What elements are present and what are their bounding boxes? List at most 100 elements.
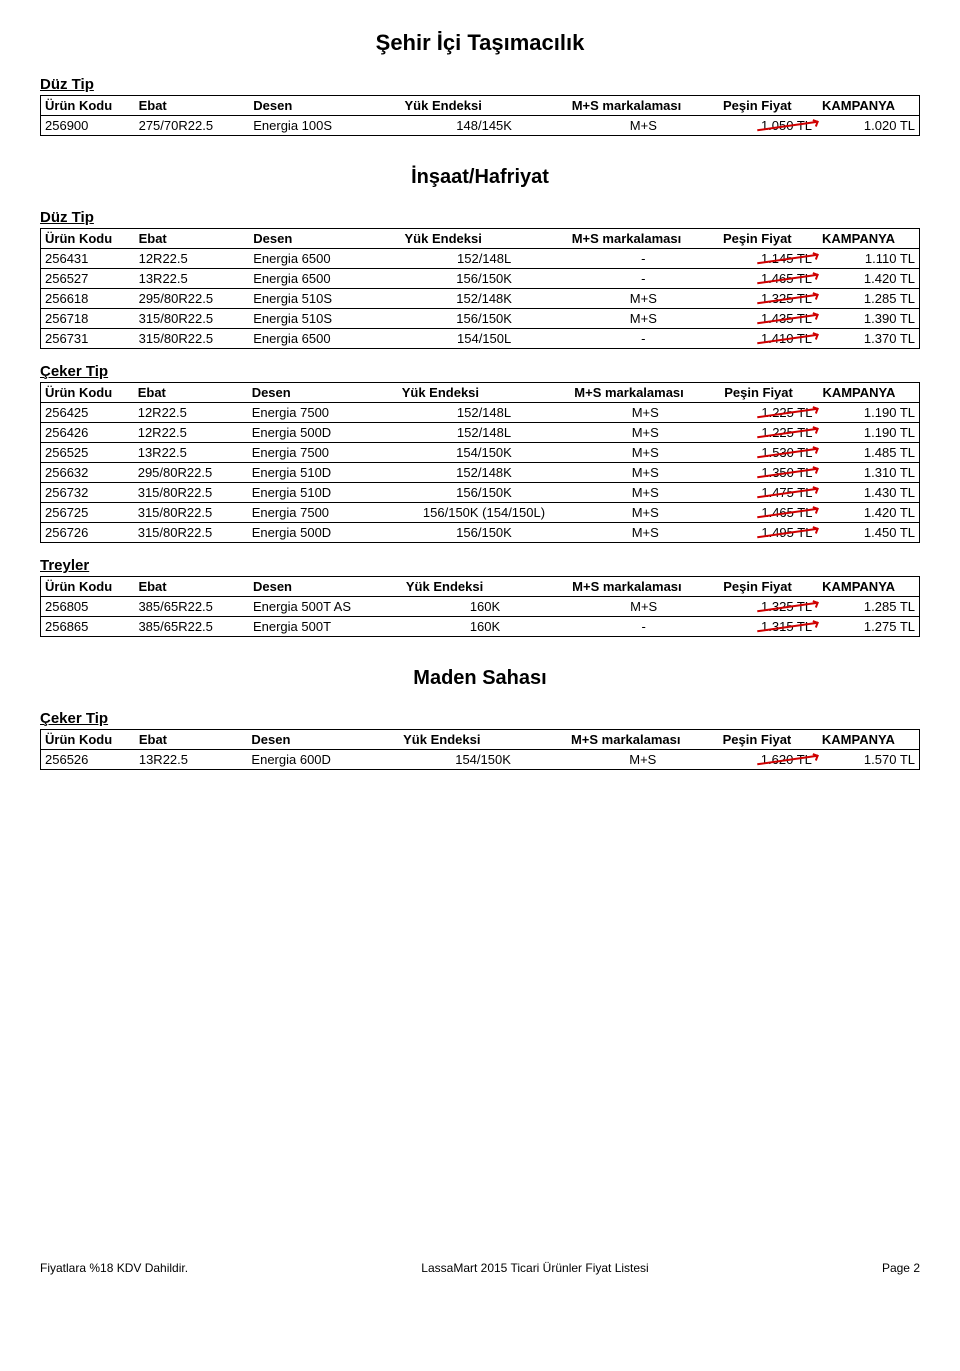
- price-table: Ürün KoduEbatDesenYük EndeksiM+S markala…: [40, 729, 920, 770]
- section-title-insaat: İnşaat/Hafriyat: [40, 166, 920, 189]
- table-row: 256632295/80R22.5Energia 510D152/148KM+S…: [41, 463, 920, 483]
- table-row: 256618295/80R22.5Energia 510S152/148KM+S…: [41, 289, 920, 309]
- cell-yuk: 156/150K: [398, 483, 571, 503]
- cell-pf: 1.315 TL: [719, 617, 818, 637]
- cell-pf: 1.435 TL: [719, 309, 818, 329]
- cell-pf: 1.350 TL: [720, 463, 818, 483]
- cell-pf: 1.410 TL: [719, 329, 818, 349]
- cell-urun: 256431: [41, 249, 135, 269]
- cell-ms: M+S: [570, 483, 720, 503]
- table-row: 256725315/80R22.5Energia 7500156/150K (1…: [41, 503, 920, 523]
- cell-kamp: 1.275 TL: [818, 617, 919, 637]
- cell-desen: Energia 500T AS: [249, 597, 402, 617]
- cell-kamp: 1.190 TL: [818, 403, 919, 423]
- cell-desen: Energia 510S: [249, 289, 400, 309]
- cell-pf: 1.495 TL: [720, 523, 818, 543]
- price-table: Ürün KoduEbatDesenYük EndeksiM+S markala…: [40, 576, 920, 637]
- cell-yuk: 152/148L: [398, 403, 571, 423]
- table-row: 256726315/80R22.5Energia 500D156/150KM+S…: [41, 523, 920, 543]
- cell-ms: -: [568, 329, 719, 349]
- section-title-sehir: Şehir İçi Taşımacılık: [40, 30, 920, 56]
- cell-ebat: 275/70R22.5: [135, 116, 250, 136]
- strike-price: 1.530 TL: [761, 445, 814, 460]
- cell-urun: 256718: [41, 309, 135, 329]
- header-kamp: KAMPANYA: [818, 577, 919, 597]
- cell-pf: 1.145 TL: [719, 249, 818, 269]
- cell-ebat: 13R22.5: [134, 443, 248, 463]
- header-ms: M+S markalaması: [567, 730, 719, 750]
- header-pf: Peşin Fiyat: [719, 577, 818, 597]
- strike-price: 1.410 TL: [761, 331, 814, 346]
- cell-kamp: 1.390 TL: [818, 309, 919, 329]
- header-yuk: Yük Endeksi: [399, 730, 567, 750]
- cell-urun: 256425: [41, 403, 134, 423]
- cell-kamp: 1.310 TL: [818, 463, 919, 483]
- strike-price: 1.350 TL: [761, 465, 814, 480]
- cell-urun: 256426: [41, 423, 134, 443]
- table-header-row: Ürün KoduEbatDesenYük EndeksiM+S markala…: [41, 383, 920, 403]
- page-container: Şehir İçi TaşımacılıkDüz TipÜrün KoduEba…: [20, 0, 940, 1290]
- table-row: 256731315/80R22.5Energia 6500154/150L-1.…: [41, 329, 920, 349]
- cell-ebat: 315/80R22.5: [135, 329, 250, 349]
- header-pf: Peşin Fiyat: [719, 96, 818, 116]
- cell-kamp: 1.485 TL: [818, 443, 919, 463]
- cell-yuk: 160K: [402, 597, 568, 617]
- cell-pf: 1.620 TL: [719, 750, 818, 770]
- cell-desen: Energia 6500: [249, 329, 400, 349]
- header-ebat: Ebat: [134, 383, 248, 403]
- table-row: 25643112R22.5Energia 6500152/148L-1.145 …: [41, 249, 920, 269]
- strike-price: 1.325 TL: [761, 291, 814, 306]
- header-ebat: Ebat: [135, 229, 250, 249]
- header-desen: Desen: [247, 730, 399, 750]
- table-row: 25652713R22.5Energia 6500156/150K-1.465 …: [41, 269, 920, 289]
- cell-kamp: 1.285 TL: [818, 597, 919, 617]
- cell-pf: 1.530 TL: [720, 443, 818, 463]
- cell-ms: M+S: [568, 116, 719, 136]
- cell-urun: 256526: [41, 750, 135, 770]
- strike-price: 1.495 TL: [761, 525, 814, 540]
- header-desen: Desen: [249, 96, 400, 116]
- cell-urun: 256731: [41, 329, 135, 349]
- table-header-row: Ürün KoduEbatDesenYük EndeksiM+S markala…: [41, 730, 920, 750]
- header-yuk: Yük Endeksi: [401, 229, 568, 249]
- cell-urun: 256725: [41, 503, 134, 523]
- footer-left: Fiyatlara %18 KDV Dahildir.: [40, 1261, 188, 1275]
- page-footer: Fiyatlara %18 KDV Dahildir. LassaMart 20…: [40, 1261, 920, 1275]
- cell-ebat: 315/80R22.5: [134, 523, 248, 543]
- header-urun: Ürün Kodu: [41, 730, 135, 750]
- header-ebat: Ebat: [135, 730, 248, 750]
- strike-price: 1.145 TL: [761, 251, 814, 266]
- price-table: Ürün KoduEbatDesenYük EndeksiM+S markala…: [40, 228, 920, 349]
- cell-ebat: 385/65R22.5: [134, 597, 249, 617]
- table-header-row: Ürün KoduEbatDesenYük EndeksiM+S markala…: [41, 96, 920, 116]
- strike-price: 1.315 TL: [761, 619, 814, 634]
- strike-price: 1.435 TL: [761, 311, 814, 326]
- cell-kamp: 1.420 TL: [818, 269, 919, 289]
- header-kamp: KAMPANYA: [818, 383, 919, 403]
- table-row: 25642612R22.5Energia 500D152/148LM+S1.22…: [41, 423, 920, 443]
- strike-price: 1.225 TL: [761, 425, 814, 440]
- strike-price: 1.475 TL: [761, 485, 814, 500]
- strike-price: 1.465 TL: [761, 271, 814, 286]
- header-ms: M+S markalaması: [570, 383, 720, 403]
- table-row: 25652613R22.5Energia 600D154/150KM+S1.62…: [41, 750, 920, 770]
- strike-price: 1.465 TL: [761, 505, 814, 520]
- cell-urun: 256527: [41, 269, 135, 289]
- cell-kamp: 1.570 TL: [818, 750, 920, 770]
- table-row: 25642512R22.5Energia 7500152/148LM+S1.22…: [41, 403, 920, 423]
- cell-desen: Energia 500T: [249, 617, 402, 637]
- cell-pf: 1.225 TL: [720, 403, 818, 423]
- cell-desen: Energia 7500: [248, 403, 398, 423]
- cell-ebat: 315/80R22.5: [135, 309, 250, 329]
- cell-desen: Energia 510D: [248, 483, 398, 503]
- header-ms: M+S markalaması: [568, 229, 719, 249]
- strike-price: 1.620 TL: [761, 752, 814, 767]
- table-row: 256732315/80R22.5Energia 510D156/150KM+S…: [41, 483, 920, 503]
- group-label-duz: Düz Tip: [40, 76, 920, 93]
- cell-yuk: 156/150K (154/150L): [398, 503, 571, 523]
- header-urun: Ürün Kodu: [41, 577, 135, 597]
- group-label-ceker: Çeker Tip: [40, 710, 920, 727]
- cell-yuk: 148/145K: [401, 116, 568, 136]
- cell-ms: M+S: [570, 403, 720, 423]
- cell-ms: M+S: [570, 463, 720, 483]
